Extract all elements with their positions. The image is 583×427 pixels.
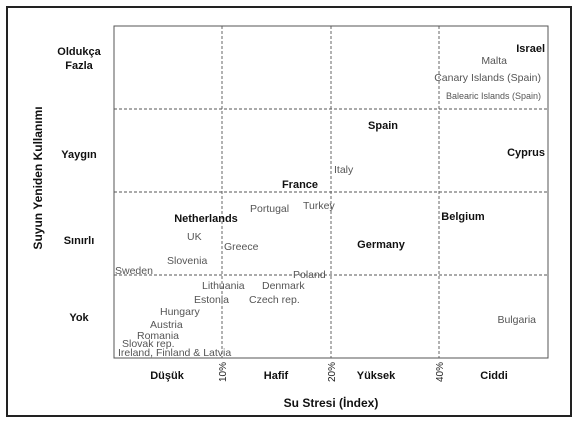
chart-frame — [6, 6, 572, 417]
point-label: Canary Islands (Spain) — [434, 72, 541, 84]
point-label: Austria — [150, 319, 183, 331]
y-category-label: Sınırlı — [64, 235, 95, 247]
point-label: Balearic Islands (Spain) — [446, 91, 541, 101]
point-label: Spain — [368, 120, 398, 132]
x-tick-label: 20% — [327, 362, 338, 382]
point-label: Romania — [137, 330, 179, 342]
x-tick-labels: 10% 20% 40% — [218, 362, 446, 382]
point-label: Cyprus — [507, 147, 545, 159]
point-label: Slovak rep. — [122, 338, 175, 350]
grid — [114, 26, 548, 358]
point-label: France — [282, 179, 318, 191]
point-label: Poland — [293, 269, 326, 281]
point-label: Lithuania — [202, 280, 245, 292]
point-labels: Israel Malta Canary Islands (Spain) Baleari… — [115, 43, 545, 359]
point-label: Israel — [516, 43, 545, 55]
point-label: Italy — [334, 164, 354, 176]
point-label: Turkey — [303, 200, 335, 212]
y-category-labels: Oldukça Fazla Yaygın Sınırlı Yok — [57, 46, 101, 324]
point-label: Denmark — [262, 280, 305, 292]
x-category-label: Yüksek — [357, 370, 396, 382]
point-label: Malta — [481, 55, 507, 67]
x-tick-label: 10% — [218, 362, 229, 382]
point-label: Slovenia — [167, 255, 207, 267]
x-category-labels: Düşük Hafif Yüksek Ciddi — [150, 370, 508, 382]
point-label: Hungary — [160, 306, 200, 318]
point-label: Bulgaria — [497, 314, 536, 326]
point-label: Sweden — [115, 265, 153, 277]
x-tick-label: 40% — [435, 362, 446, 382]
point-label: Netherlands — [174, 213, 238, 225]
point-label: Belgium — [441, 211, 485, 223]
y-category-label: Yok — [69, 312, 89, 324]
point-label: Germany — [357, 239, 406, 251]
point-label: Ireland, Finland & Latvia — [118, 347, 231, 359]
point-label: Portugal — [250, 203, 289, 215]
point-label: Czech rep. — [249, 294, 300, 306]
point-label: Greece — [224, 241, 259, 253]
point-label: UK — [187, 231, 202, 243]
x-category-label: Hafif — [264, 370, 289, 382]
x-category-label: Ciddi — [480, 370, 508, 382]
x-category-label: Düşük — [150, 370, 185, 382]
y-category-label: Yaygın — [61, 149, 97, 161]
plot-area-border — [113, 25, 549, 359]
y-axis-title: Suyun Yeniden Kullanımı — [31, 106, 45, 249]
x-axis-title: Su Stresi (İndex) — [284, 395, 379, 410]
point-label: Estonia — [194, 294, 229, 306]
y-category-label: Oldukça Fazla — [57, 46, 101, 72]
